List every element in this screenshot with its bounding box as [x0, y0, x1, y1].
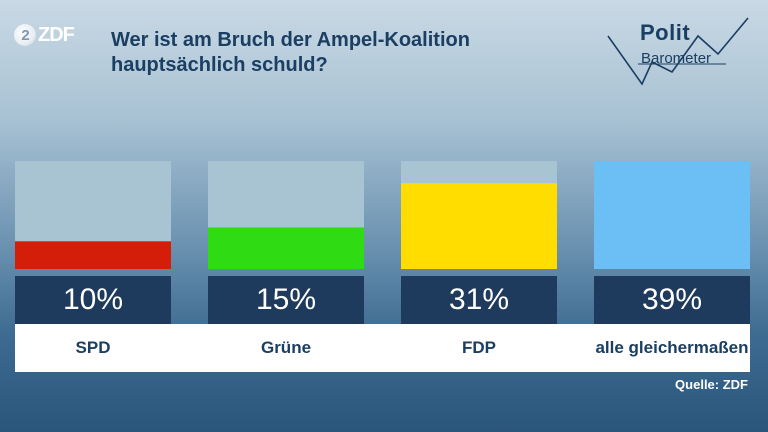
- category-label-spd: SPD: [75, 338, 111, 357]
- category-label-strip: [15, 324, 750, 372]
- source-note: Quelle: ZDF: [675, 377, 748, 392]
- politbarometer-logo: Polit Barometer: [600, 14, 760, 86]
- bar-gruene: [208, 227, 364, 269]
- bar-alle: [594, 161, 750, 269]
- chart-title-line2: hauptsächlich schuld?: [111, 54, 328, 76]
- category-label-fdp: FDP: [462, 338, 496, 357]
- bar-fdp: [401, 183, 557, 269]
- politbarometer-zigzag-icon: [607, 17, 749, 86]
- category-label-alle: alle gleichermaßen: [595, 338, 749, 357]
- chart-title: Wer ist am Bruch der Ampel-Koalition hau…: [111, 28, 581, 78]
- zdf-logo-icon: 2: [14, 24, 36, 46]
- brand-barometer: Barometer: [641, 50, 712, 67]
- category-label-gruene: Grüne: [260, 338, 312, 357]
- value-label-gruene: 15%: [208, 276, 364, 324]
- value-label-alle: 39%: [594, 276, 750, 324]
- brand-polit: Polit: [640, 20, 691, 45]
- bar-spd: [15, 241, 171, 269]
- chart-title-line1: Wer ist am Bruch der Ampel-Koalition: [111, 29, 470, 51]
- zdf-logo: 2 ZDF: [14, 22, 80, 48]
- value-label-fdp: 31%: [401, 276, 557, 324]
- value-label-spd: 10%: [15, 276, 171, 324]
- zdf-logo-text: ZDF: [38, 23, 75, 46]
